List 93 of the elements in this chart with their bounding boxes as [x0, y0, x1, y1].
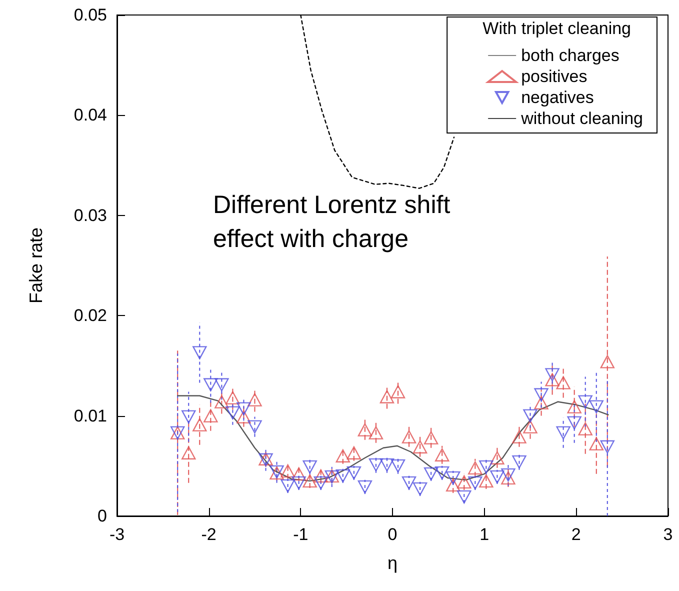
- point: [204, 409, 218, 422]
- point: [390, 459, 406, 472]
- point: [226, 406, 240, 420]
- x-tick-label: -2: [201, 525, 216, 544]
- point: [412, 440, 428, 454]
- x-tick-label: 1: [480, 525, 490, 544]
- point: [457, 490, 472, 504]
- y-tick-label: 0.03: [74, 206, 107, 225]
- point: [314, 469, 328, 483]
- x-tick-label: -3: [109, 525, 125, 544]
- point: [314, 476, 328, 490]
- x-tick-label: 3: [663, 525, 673, 544]
- y-tick-label: 0.02: [74, 306, 107, 326]
- point: [424, 431, 438, 444]
- point: [346, 446, 362, 460]
- point: [534, 396, 548, 410]
- point: [302, 474, 317, 488]
- point: [567, 416, 582, 430]
- point: [468, 461, 482, 475]
- point: [534, 388, 548, 402]
- point: [589, 437, 604, 450]
- point: [380, 458, 394, 472]
- point: [523, 409, 538, 422]
- point: [490, 451, 504, 464]
- point: [192, 346, 207, 360]
- point: [512, 455, 526, 468]
- point: [336, 469, 350, 483]
- point: [468, 476, 482, 490]
- point: [402, 430, 416, 444]
- point: [336, 449, 350, 462]
- point: [302, 460, 317, 474]
- point: [446, 478, 460, 492]
- point: [402, 476, 416, 490]
- x-tick-label: 2: [571, 525, 581, 544]
- point: [380, 390, 394, 404]
- point: [292, 467, 306, 481]
- point: [368, 426, 384, 440]
- point: [214, 378, 229, 392]
- point: [182, 410, 196, 424]
- point: [368, 458, 384, 472]
- point: [226, 391, 240, 404]
- legend-label: without cleaning: [520, 109, 644, 128]
- legend-label: negatives: [521, 88, 594, 107]
- point: [204, 378, 218, 392]
- point: [578, 422, 592, 436]
- point: [501, 471, 516, 485]
- point: [545, 368, 560, 382]
- point: [523, 420, 538, 434]
- point: [479, 460, 494, 474]
- point: [545, 373, 560, 386]
- legend-title: With triplet cleaning: [482, 19, 631, 38]
- point: [390, 385, 406, 398]
- point: [490, 470, 504, 484]
- point: [236, 410, 251, 424]
- x-tick-label: 0: [388, 525, 398, 544]
- point: [248, 420, 262, 434]
- y-tick-label: 0.05: [74, 6, 107, 24]
- point: [479, 474, 494, 488]
- point: [446, 471, 460, 485]
- point: [412, 482, 428, 496]
- point: [280, 464, 295, 478]
- point: [236, 402, 251, 416]
- y-tick-label: 0.01: [74, 406, 107, 426]
- x-tick-label: -1: [293, 525, 308, 544]
- point: [358, 423, 372, 436]
- point: [556, 426, 570, 440]
- point: [424, 467, 438, 481]
- point: [457, 475, 472, 489]
- y-tick-label: 0.04: [74, 106, 107, 125]
- point: [434, 466, 450, 480]
- point: [501, 468, 516, 482]
- point: [248, 393, 262, 406]
- point: [600, 440, 614, 454]
- point: [434, 448, 450, 462]
- y-axis-title: Fake rate: [26, 227, 46, 304]
- point: [578, 395, 592, 408]
- annotation: Different Lorentz shift effect with charge: [213, 191, 450, 253]
- point: [600, 355, 614, 368]
- point: [182, 446, 196, 460]
- x-axis-title: η: [387, 553, 398, 573]
- point: [346, 466, 362, 480]
- point: [280, 479, 295, 493]
- point: [192, 418, 207, 432]
- y-tick-label: 0: [98, 506, 107, 526]
- point: [358, 480, 372, 494]
- point: [567, 400, 582, 414]
- point: [292, 476, 306, 490]
- point: [512, 430, 526, 444]
- point: [556, 376, 570, 390]
- legend-label: both charges: [521, 46, 620, 65]
- legend-label: positives: [521, 67, 588, 86]
- point: [214, 395, 229, 408]
- point: [589, 400, 604, 414]
